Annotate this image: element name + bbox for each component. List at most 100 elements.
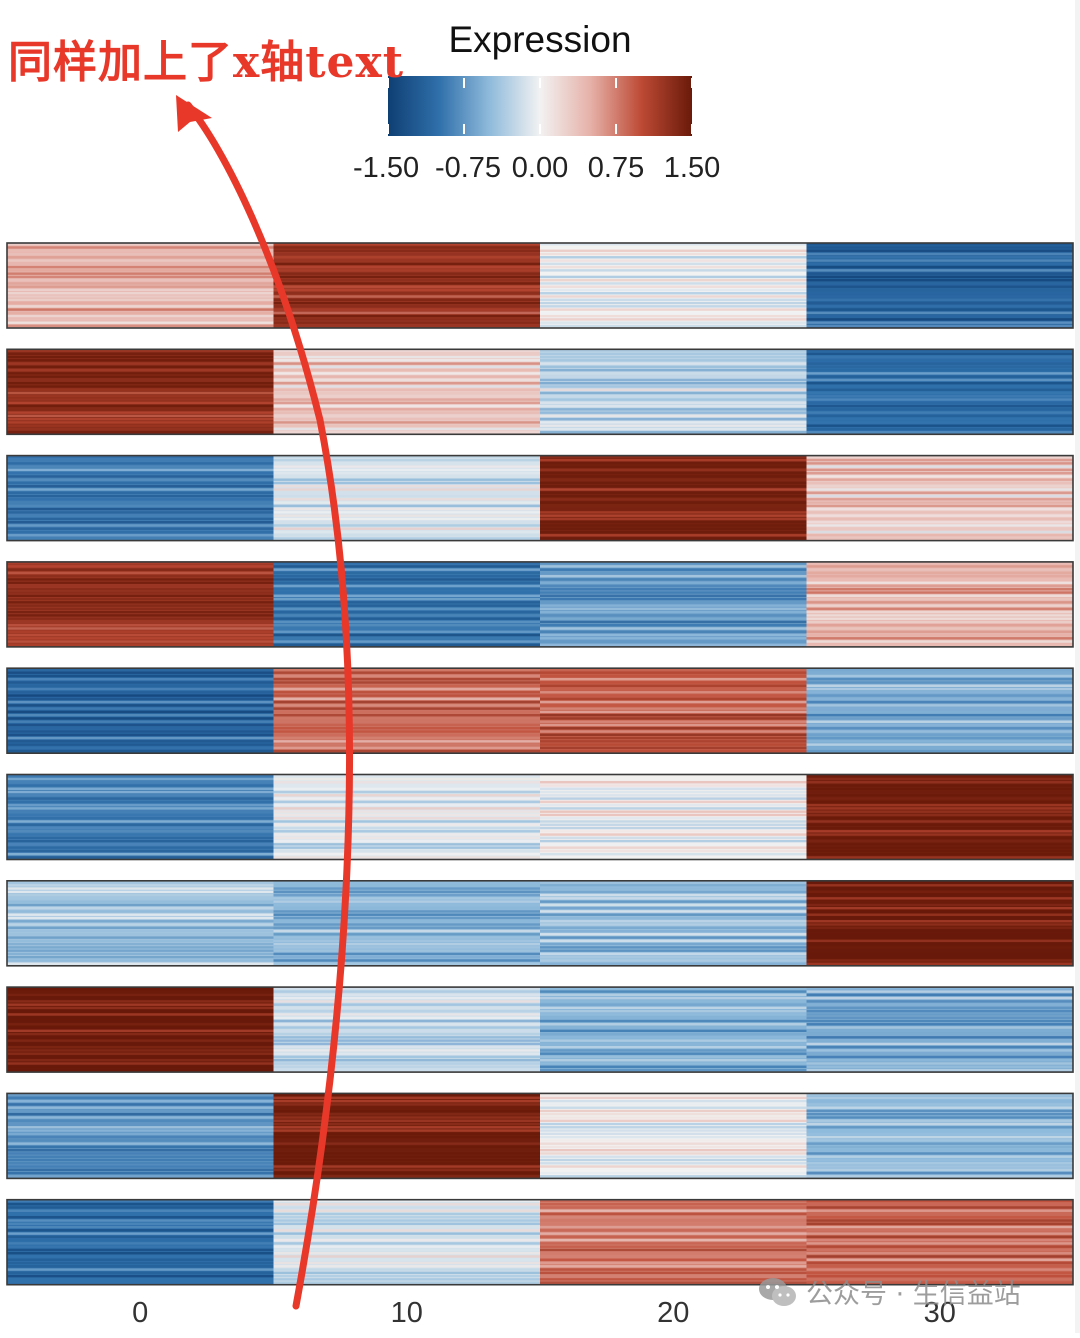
heatmap-stripe (540, 565, 807, 568)
heatmap-stripe (273, 727, 540, 730)
heatmap-stripe (540, 884, 807, 887)
heatmap-stripe (540, 1016, 807, 1019)
heatmap-stripe (540, 243, 807, 246)
heatmap-stripe (273, 1258, 540, 1261)
heatmap-stripe (806, 810, 1073, 813)
heatmap-stripe (806, 485, 1073, 488)
heatmap-stripe (806, 365, 1073, 369)
heatmap-stripe (806, 614, 1073, 617)
heatmap-stripe (7, 561, 274, 565)
heatmap-stripe (7, 987, 274, 990)
heatmap-stripe (540, 1135, 807, 1139)
heatmap-stripe (273, 920, 540, 923)
heatmap-stripe (806, 534, 1073, 537)
heatmap-stripe (273, 498, 540, 501)
heatmap-stripe (540, 588, 807, 591)
heatmap-stripe (273, 524, 540, 527)
heatmap-stripe (7, 421, 274, 424)
heatmap-stripe (806, 301, 1073, 305)
heatmap-stripe (540, 1248, 807, 1252)
heatmap-stripe (273, 362, 540, 365)
heatmap-stripe (806, 1222, 1073, 1226)
heatmap-stripe (273, 504, 540, 508)
heatmap-cell (7, 561, 274, 647)
heatmap-stripe (540, 295, 807, 298)
heatmap-stripe (540, 591, 807, 594)
heatmap-stripe (540, 637, 807, 640)
heatmap-stripe (806, 1148, 1073, 1152)
heatmap-stripe (7, 1142, 274, 1145)
heatmap-stripe (7, 949, 274, 952)
heatmap-stripe (540, 1202, 807, 1206)
heatmap-stripe (806, 713, 1073, 717)
heatmap-stripe (806, 787, 1073, 791)
heatmap-stripe (273, 1162, 540, 1165)
heatmap-stripe (273, 282, 540, 285)
heatmap-panel (6, 879, 1074, 967)
heatmap-stripe (540, 594, 807, 598)
heatmap-stripe (7, 1049, 274, 1052)
heatmap-stripe (806, 990, 1073, 993)
heatmap-stripe (7, 491, 274, 494)
heatmap-stripe (273, 962, 540, 965)
heatmap-stripe (806, 465, 1073, 468)
heatmap-stripe (7, 1129, 274, 1132)
heatmap-stripe (273, 817, 540, 820)
heatmap-stripe (7, 1261, 274, 1265)
heatmap-stripe (806, 468, 1073, 472)
heatmap-stripe (7, 498, 274, 501)
heatmap-stripe (540, 1152, 807, 1155)
heatmap-stripe (540, 355, 807, 359)
heatmap-stripe (7, 1093, 274, 1096)
heatmap-stripe (806, 1216, 1073, 1219)
heatmap-stripe (540, 311, 807, 315)
heatmap-cell (7, 987, 274, 1073)
heatmap-stripe (806, 817, 1073, 820)
heatmap-stripe (806, 704, 1073, 707)
heatmap-panel-border (6, 667, 1074, 755)
heatmap-stripe (7, 1171, 274, 1175)
heatmap-stripe (273, 475, 540, 478)
heatmap-stripe (7, 404, 274, 408)
heatmap-stripe (7, 1119, 274, 1122)
heatmap-stripe (273, 720, 540, 723)
heatmap-stripe (7, 939, 274, 943)
heatmap-stripe (540, 614, 807, 617)
heatmap-stripe (540, 458, 807, 462)
heatmap-stripe (540, 743, 807, 746)
heatmap-stripe (540, 1232, 807, 1235)
heatmap-stripe (806, 723, 1073, 727)
heatmap-stripe (7, 568, 274, 571)
heatmap-stripe (273, 314, 540, 318)
heatmap-stripe (7, 923, 274, 926)
heatmap-panel-border (6, 242, 1074, 329)
heatmap-stripe (7, 1126, 274, 1129)
heatmap-stripe (806, 259, 1073, 262)
heatmap-stripe (273, 916, 540, 920)
heatmap-stripe (7, 249, 274, 252)
window-edge (1075, 0, 1080, 1333)
heatmap-stripe (540, 568, 807, 571)
legend-tick-label: -0.75 (435, 152, 501, 184)
wechat-icon (759, 1277, 796, 1306)
heatmap-stripe (7, 414, 274, 418)
heatmap-stripe (540, 633, 807, 637)
heatmap-stripe (7, 282, 274, 285)
heatmap-stripe (7, 262, 274, 266)
heatmap-stripe (7, 810, 274, 813)
heatmap-stripe (273, 388, 540, 391)
heatmap-stripe (806, 588, 1073, 591)
heatmap-stripe (273, 269, 540, 272)
heatmap-stripe (7, 417, 274, 421)
heatmap-stripe (273, 836, 540, 840)
heatmap-stripe (7, 1255, 274, 1258)
arrow-head-icon (176, 95, 212, 132)
heatmap-stripe (7, 395, 274, 398)
heatmap-stripe (7, 465, 274, 468)
heatmap-stripe (7, 1238, 274, 1242)
heatmap-stripe (540, 823, 807, 826)
heatmap-stripe (273, 610, 540, 614)
heatmap-stripe (7, 511, 274, 514)
heatmap-stripe (540, 1222, 807, 1226)
heatmap-stripe (273, 427, 540, 431)
